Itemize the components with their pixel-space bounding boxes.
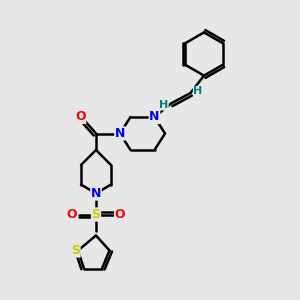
Text: O: O xyxy=(67,208,77,221)
Text: H: H xyxy=(194,86,202,97)
Text: N: N xyxy=(149,110,160,124)
Text: S: S xyxy=(71,244,80,257)
Text: N: N xyxy=(115,127,125,140)
Text: S: S xyxy=(92,208,100,221)
Text: N: N xyxy=(91,187,101,200)
Text: H: H xyxy=(159,100,168,110)
Text: O: O xyxy=(115,208,125,221)
Text: O: O xyxy=(75,110,86,124)
